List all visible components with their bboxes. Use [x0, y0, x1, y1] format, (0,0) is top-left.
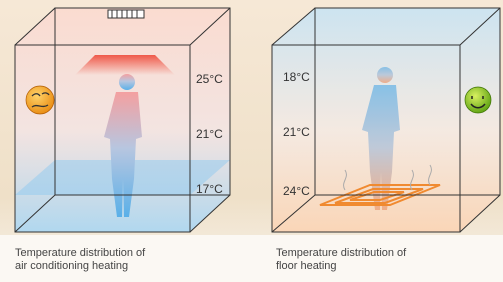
caption: Temperature distribution of [15, 247, 146, 259]
page: 25°C 21°C 17°C 18°C 21°C 24°C Temperatur… [0, 0, 503, 282]
temperature-label: 18°C [283, 70, 310, 84]
illustration: 25°C 21°C 17°C 18°C 21°C 24°C Temperatur… [0, 0, 503, 282]
temperature-label: 24°C [283, 184, 310, 198]
ac-room [15, 8, 230, 232]
caption: floor heating [276, 260, 337, 272]
temperature-label: 17°C [196, 182, 223, 196]
temperature-label: 21°C [196, 127, 223, 141]
caption: air conditioning heating [15, 260, 128, 272]
caption: Temperature distribution of [276, 247, 407, 259]
floor-room [272, 8, 500, 232]
temperature-label: 25°C [196, 72, 223, 86]
temperature-label: 21°C [283, 125, 310, 139]
